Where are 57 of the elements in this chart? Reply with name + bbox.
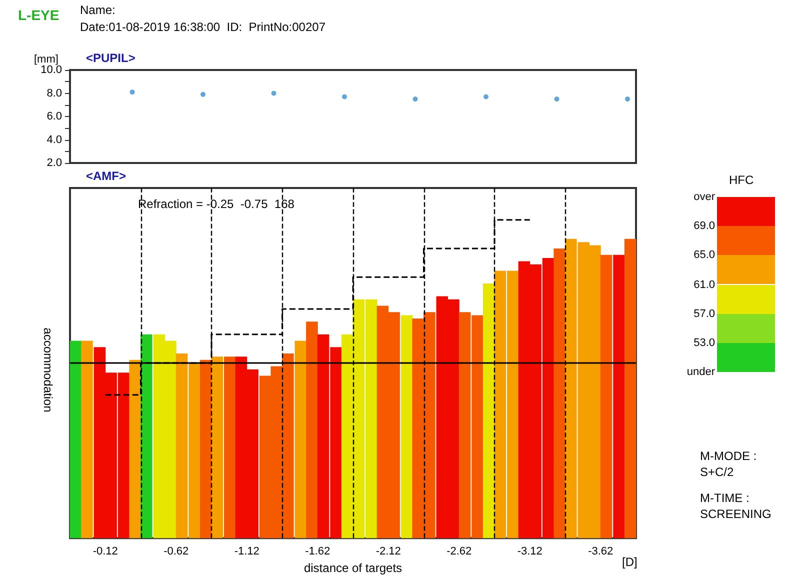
x-tick-label: -3.62	[588, 546, 614, 558]
x-tick-label: -2.62	[446, 546, 472, 558]
point	[412, 96, 418, 102]
chart-title: <AMF>	[86, 169, 126, 183]
x-tick-label: -0.62	[164, 546, 189, 558]
bar	[211, 356, 224, 538]
point	[342, 94, 348, 100]
y-tick-label: 4.0	[46, 134, 62, 146]
bar	[600, 254, 612, 538]
chart-title: <PUPIL>	[86, 51, 136, 65]
x-tick-label: -2.12	[376, 546, 401, 558]
point	[484, 94, 489, 100]
color-bar-title: HFC	[729, 173, 754, 187]
bar	[140, 334, 152, 538]
bar	[400, 315, 413, 538]
x-axis-title: distance of targets	[304, 561, 402, 575]
bar	[482, 283, 495, 538]
text: S+C/2	[700, 465, 734, 479]
color-bar-label: 53.0	[692, 336, 715, 350]
text: M-TIME :	[700, 491, 750, 505]
color-bar-label: 61.0	[692, 278, 715, 292]
bar	[554, 248, 566, 538]
color-bar-label: 65.0	[692, 248, 715, 262]
point	[625, 96, 630, 102]
bar	[70, 340, 82, 538]
y-tick-label: 10.0	[40, 64, 62, 76]
x-tick-label: -3.12	[517, 546, 542, 558]
text: Date:01-08-2019 16:38:00 ID: PrintNo:00207	[80, 20, 326, 34]
y-axis-title: accommodation	[41, 328, 55, 412]
bar	[624, 238, 636, 538]
color-bar-label: 69.0	[692, 219, 715, 234]
y-axis-title: [mm]	[34, 54, 58, 66]
y-tick-label: 6.0	[46, 110, 62, 122]
text: SCREENING	[700, 507, 772, 521]
bar	[613, 254, 625, 538]
y-tick-label: 8.0	[46, 87, 62, 100]
point	[200, 92, 206, 97]
bar	[294, 340, 307, 538]
text: M-MODE :	[700, 449, 757, 463]
text: L-EYE	[18, 7, 60, 23]
x-tick-label: -1.12	[234, 546, 260, 558]
bar	[224, 356, 236, 538]
bar	[306, 322, 318, 538]
point	[271, 90, 276, 96]
bar	[129, 360, 141, 538]
text: Name:	[80, 3, 116, 17]
y-tick-label: 2.0	[46, 157, 62, 169]
point	[130, 90, 135, 95]
color-bar-label: 57.0	[692, 306, 715, 321]
point	[554, 96, 560, 102]
x-tick-label: -1.62	[305, 546, 330, 558]
color-bar-label: under	[686, 365, 715, 379]
color-bar-label: over	[692, 190, 715, 204]
bar	[200, 360, 212, 538]
x-tick-label: -0.12	[92, 546, 118, 558]
text: [D]	[622, 555, 638, 569]
bar	[81, 340, 93, 538]
